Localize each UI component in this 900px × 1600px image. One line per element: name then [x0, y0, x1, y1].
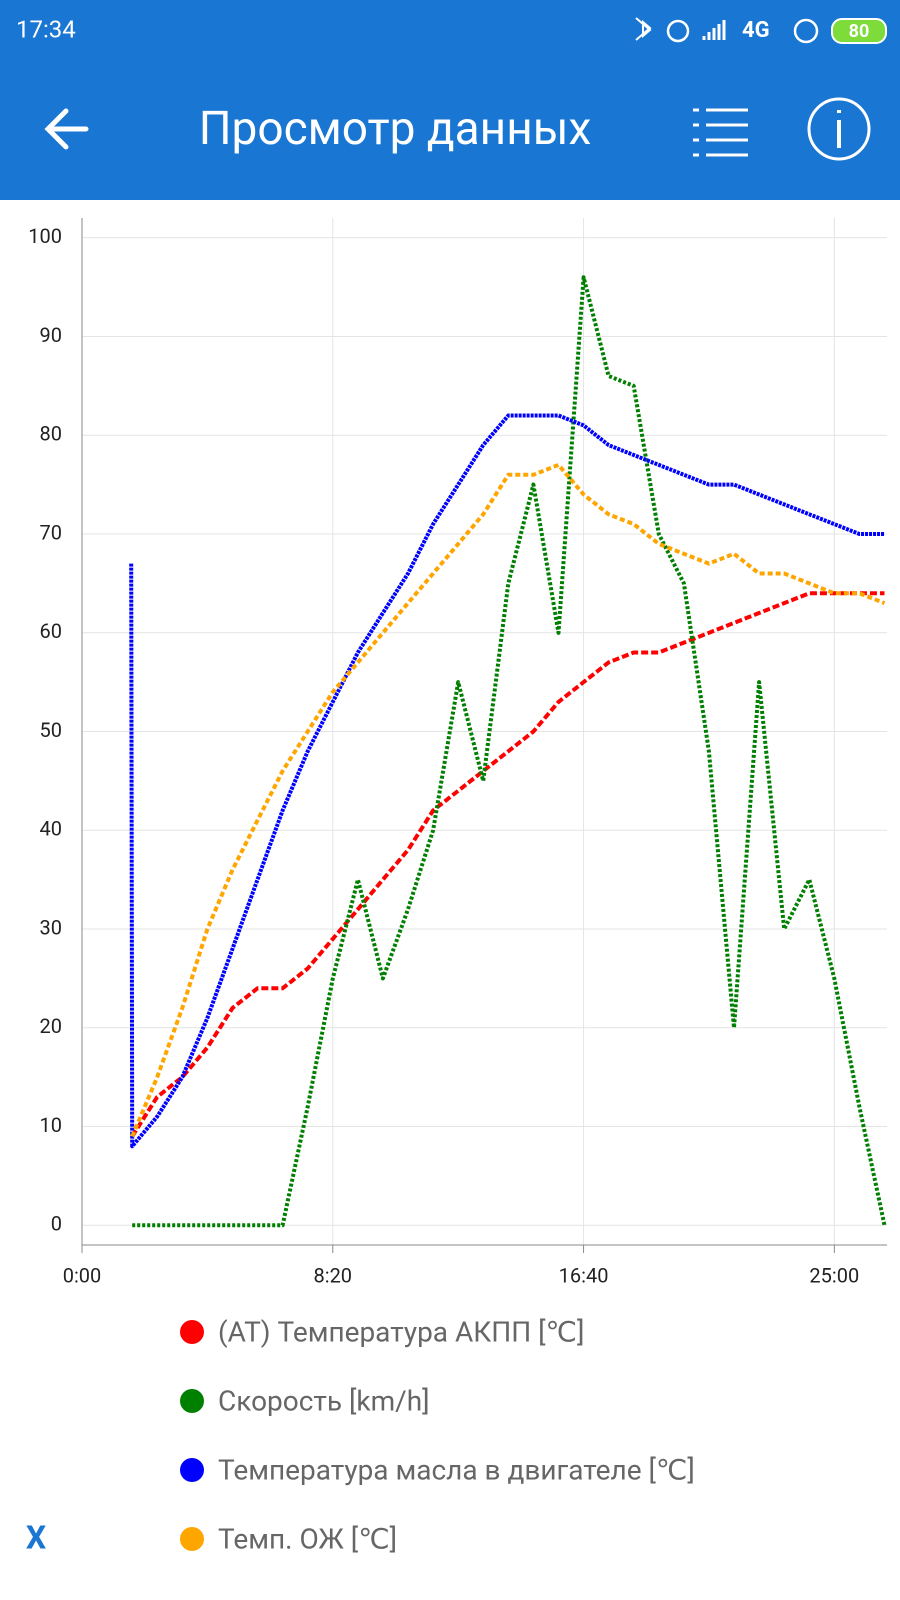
legend-label: (AT) Температура АКПП [℃]: [218, 1315, 584, 1348]
y-tick-label: 90: [40, 323, 62, 347]
y-tick-label: 10: [40, 1113, 62, 1137]
app-bar-background: [0, 0, 900, 200]
list-icon: [693, 108, 748, 157]
legend-marker: [180, 1527, 204, 1551]
network-type: 4G: [742, 18, 770, 43]
legend-marker: [180, 1458, 204, 1482]
legend-label: Темп. ОЖ [℃]: [218, 1522, 397, 1555]
legend-marker: [180, 1389, 204, 1413]
legend-label: Температура масла в двигателе [℃]: [218, 1453, 695, 1486]
info-icon: [807, 97, 871, 161]
y-tick-label: 70: [40, 520, 62, 544]
y-tick-label: 40: [40, 817, 62, 841]
y-tick-label: 30: [40, 915, 62, 939]
bluetooth-icon: [635, 17, 652, 41]
y-tick-label: 0: [51, 1212, 62, 1236]
list-button[interactable]: [693, 108, 748, 157]
x-tick-label: 8:20: [313, 1263, 352, 1287]
x-tick-label: 25:00: [809, 1263, 859, 1287]
series-line: [130, 462, 886, 1138]
close-button[interactable]: X: [26, 1518, 46, 1556]
series-line: [130, 591, 885, 1138]
series-line: [129, 413, 885, 1149]
y-tick-label: 60: [40, 619, 62, 643]
signal-icon: [702, 20, 726, 40]
y-tick-label: 20: [40, 1014, 62, 1038]
app-bar-title: Просмотр данных: [199, 102, 592, 156]
info-button[interactable]: [807, 97, 871, 161]
battery-level: 80: [849, 21, 870, 42]
battery-icon: [831, 18, 887, 44]
legend-marker: [180, 1320, 204, 1344]
legend-label: Скорость [km/h]: [218, 1384, 430, 1417]
y-tick-label: 100: [28, 224, 62, 248]
x-tick-label: 0:00: [63, 1263, 102, 1287]
y-tick-label: 80: [40, 422, 62, 446]
series-line: [132, 275, 887, 1228]
status-time: 17:34: [16, 15, 76, 43]
alarm-icon: [666, 19, 690, 43]
back-button[interactable]: [44, 108, 89, 150]
x-tick-label: 16:40: [559, 1263, 609, 1287]
chart: 0 10 20 30 40 50 60 70 80 90 100 0:00 8:20 16:40 25:00…: [28, 218, 887, 1555]
charging-icon: [793, 18, 819, 44]
y-tick-label: 50: [40, 718, 62, 742]
